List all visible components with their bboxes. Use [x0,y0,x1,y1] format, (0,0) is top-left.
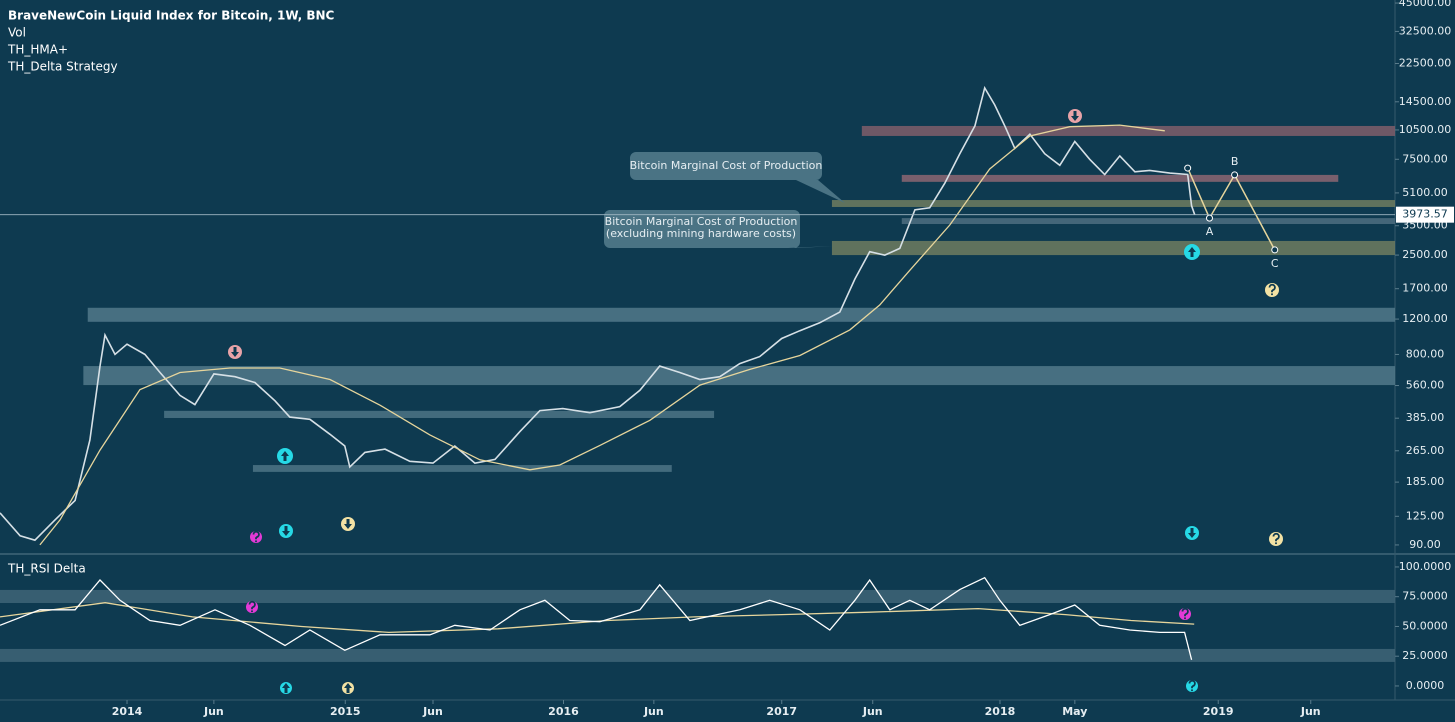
projection-label: C [1271,257,1279,270]
zone-band [83,366,1395,386]
series-line [39,124,1165,546]
y-tick-label: 50.0000 [1402,619,1448,632]
callout-text: Bitcoin Marginal Cost of Production [605,215,798,228]
callout-text: Bitcoin Marginal Cost of Production [630,159,823,172]
series-line [0,576,1193,660]
signal-question [1186,679,1198,693]
y-tick-label: 25.0000 [1402,649,1448,662]
projection-line [1187,167,1276,251]
x-tick-label: 2014 [112,705,143,718]
x-tick-label: Jun [203,705,224,718]
y-tick-label: 90.00 [1409,538,1441,551]
y-tick-label: 265.00 [1406,444,1445,457]
zone-band [861,125,1395,136]
projection-label: B [1231,155,1239,168]
signal-question [1265,283,1279,297]
x-tick-label: Jun [422,705,443,718]
y-tick-label: 14500.00 [1399,95,1452,108]
signal-down [279,524,293,538]
zone-band [831,240,1395,256]
signal-down [1185,526,1199,540]
y-tick-label: 22500.00 [1399,56,1452,69]
callout-text: (excluding mining hardware costs) [606,227,796,240]
signal-up [1184,244,1200,260]
x-tick-label: 2016 [548,705,579,718]
x-tick-label: 2015 [330,705,361,718]
last-price-box [1396,206,1454,223]
projection-label: A [1206,225,1214,238]
y-tick-label: 10500.00 [1399,123,1452,136]
y-tick-label: 75.0000 [1402,590,1448,603]
y-tick-label: 125.00 [1406,509,1445,522]
y-tick-label: 7500.00 [1402,152,1448,165]
signal-up [342,682,354,694]
bands [0,125,1395,662]
chart-title: BraveNewCoin Liquid Index for Bitcoin, 1… [8,9,335,23]
signal-up [280,682,292,694]
indicator-label: Vol [8,26,26,40]
callout-box [604,210,834,248]
y-tick-label: 0.0000 [1406,679,1445,692]
zone-band [831,200,1395,207]
callout: Bitcoin Marginal Cost of Production [630,152,845,203]
y-tick-label: 5100.00 [1402,186,1448,199]
signal-down [341,517,355,531]
y-tick-label: 385.00 [1406,411,1445,424]
x-tick-label: 2018 [985,705,1016,718]
y-tick-label: 45000.00 [1399,0,1452,9]
signal-up [277,448,293,464]
x-tick-label: Jun [862,705,883,718]
series-line [0,85,1196,542]
y-tick-label: 100.0000 [1399,560,1452,573]
y-tick-label: 560.00 [1406,379,1445,392]
y-tick-label: 1200.00 [1402,312,1448,325]
zone-band [901,174,1339,182]
x-tick-label: 2017 [766,705,797,718]
projection-point [1271,246,1279,254]
lines: A B C [0,85,1279,660]
projection-point [1205,214,1213,222]
signal-question [250,530,262,544]
y-tick-label: 1700.00 [1402,282,1448,295]
y-tick-label: 800.00 [1406,347,1445,360]
signal-question [1269,532,1283,546]
y-tick-label: 185.00 [1406,475,1445,488]
x-tick-label: 2019 [1203,705,1234,718]
x-tick-label: Jun [643,705,664,718]
callout: Bitcoin Marginal Cost of Production (exc… [604,210,834,248]
x-tick-label: May [1062,705,1087,718]
signal-question [246,600,258,614]
zone-band [252,465,672,472]
zone-band [164,410,715,418]
y-tick-label: 2500.00 [1402,248,1448,261]
x-tick-label: Jun [1300,705,1321,718]
zone-band [0,589,1395,604]
zone-band [0,648,1395,662]
signal-question [1179,607,1191,621]
zone-band [87,307,1395,322]
signals [228,109,1283,694]
zone-band [901,218,1395,225]
y-tick-label: 32500.00 [1399,24,1452,37]
projection-point [1184,164,1192,172]
last-price-label: 3973.57 [1402,208,1448,221]
projection-point [1231,171,1239,179]
indicator-label: TH_HMA+ [7,43,68,57]
signal-down [228,345,242,359]
panel-title: TH_RSI Delta [7,562,86,576]
signal-down [1068,109,1082,123]
callout-box [630,152,845,203]
indicator-label: TH_Delta Strategy [7,60,118,74]
